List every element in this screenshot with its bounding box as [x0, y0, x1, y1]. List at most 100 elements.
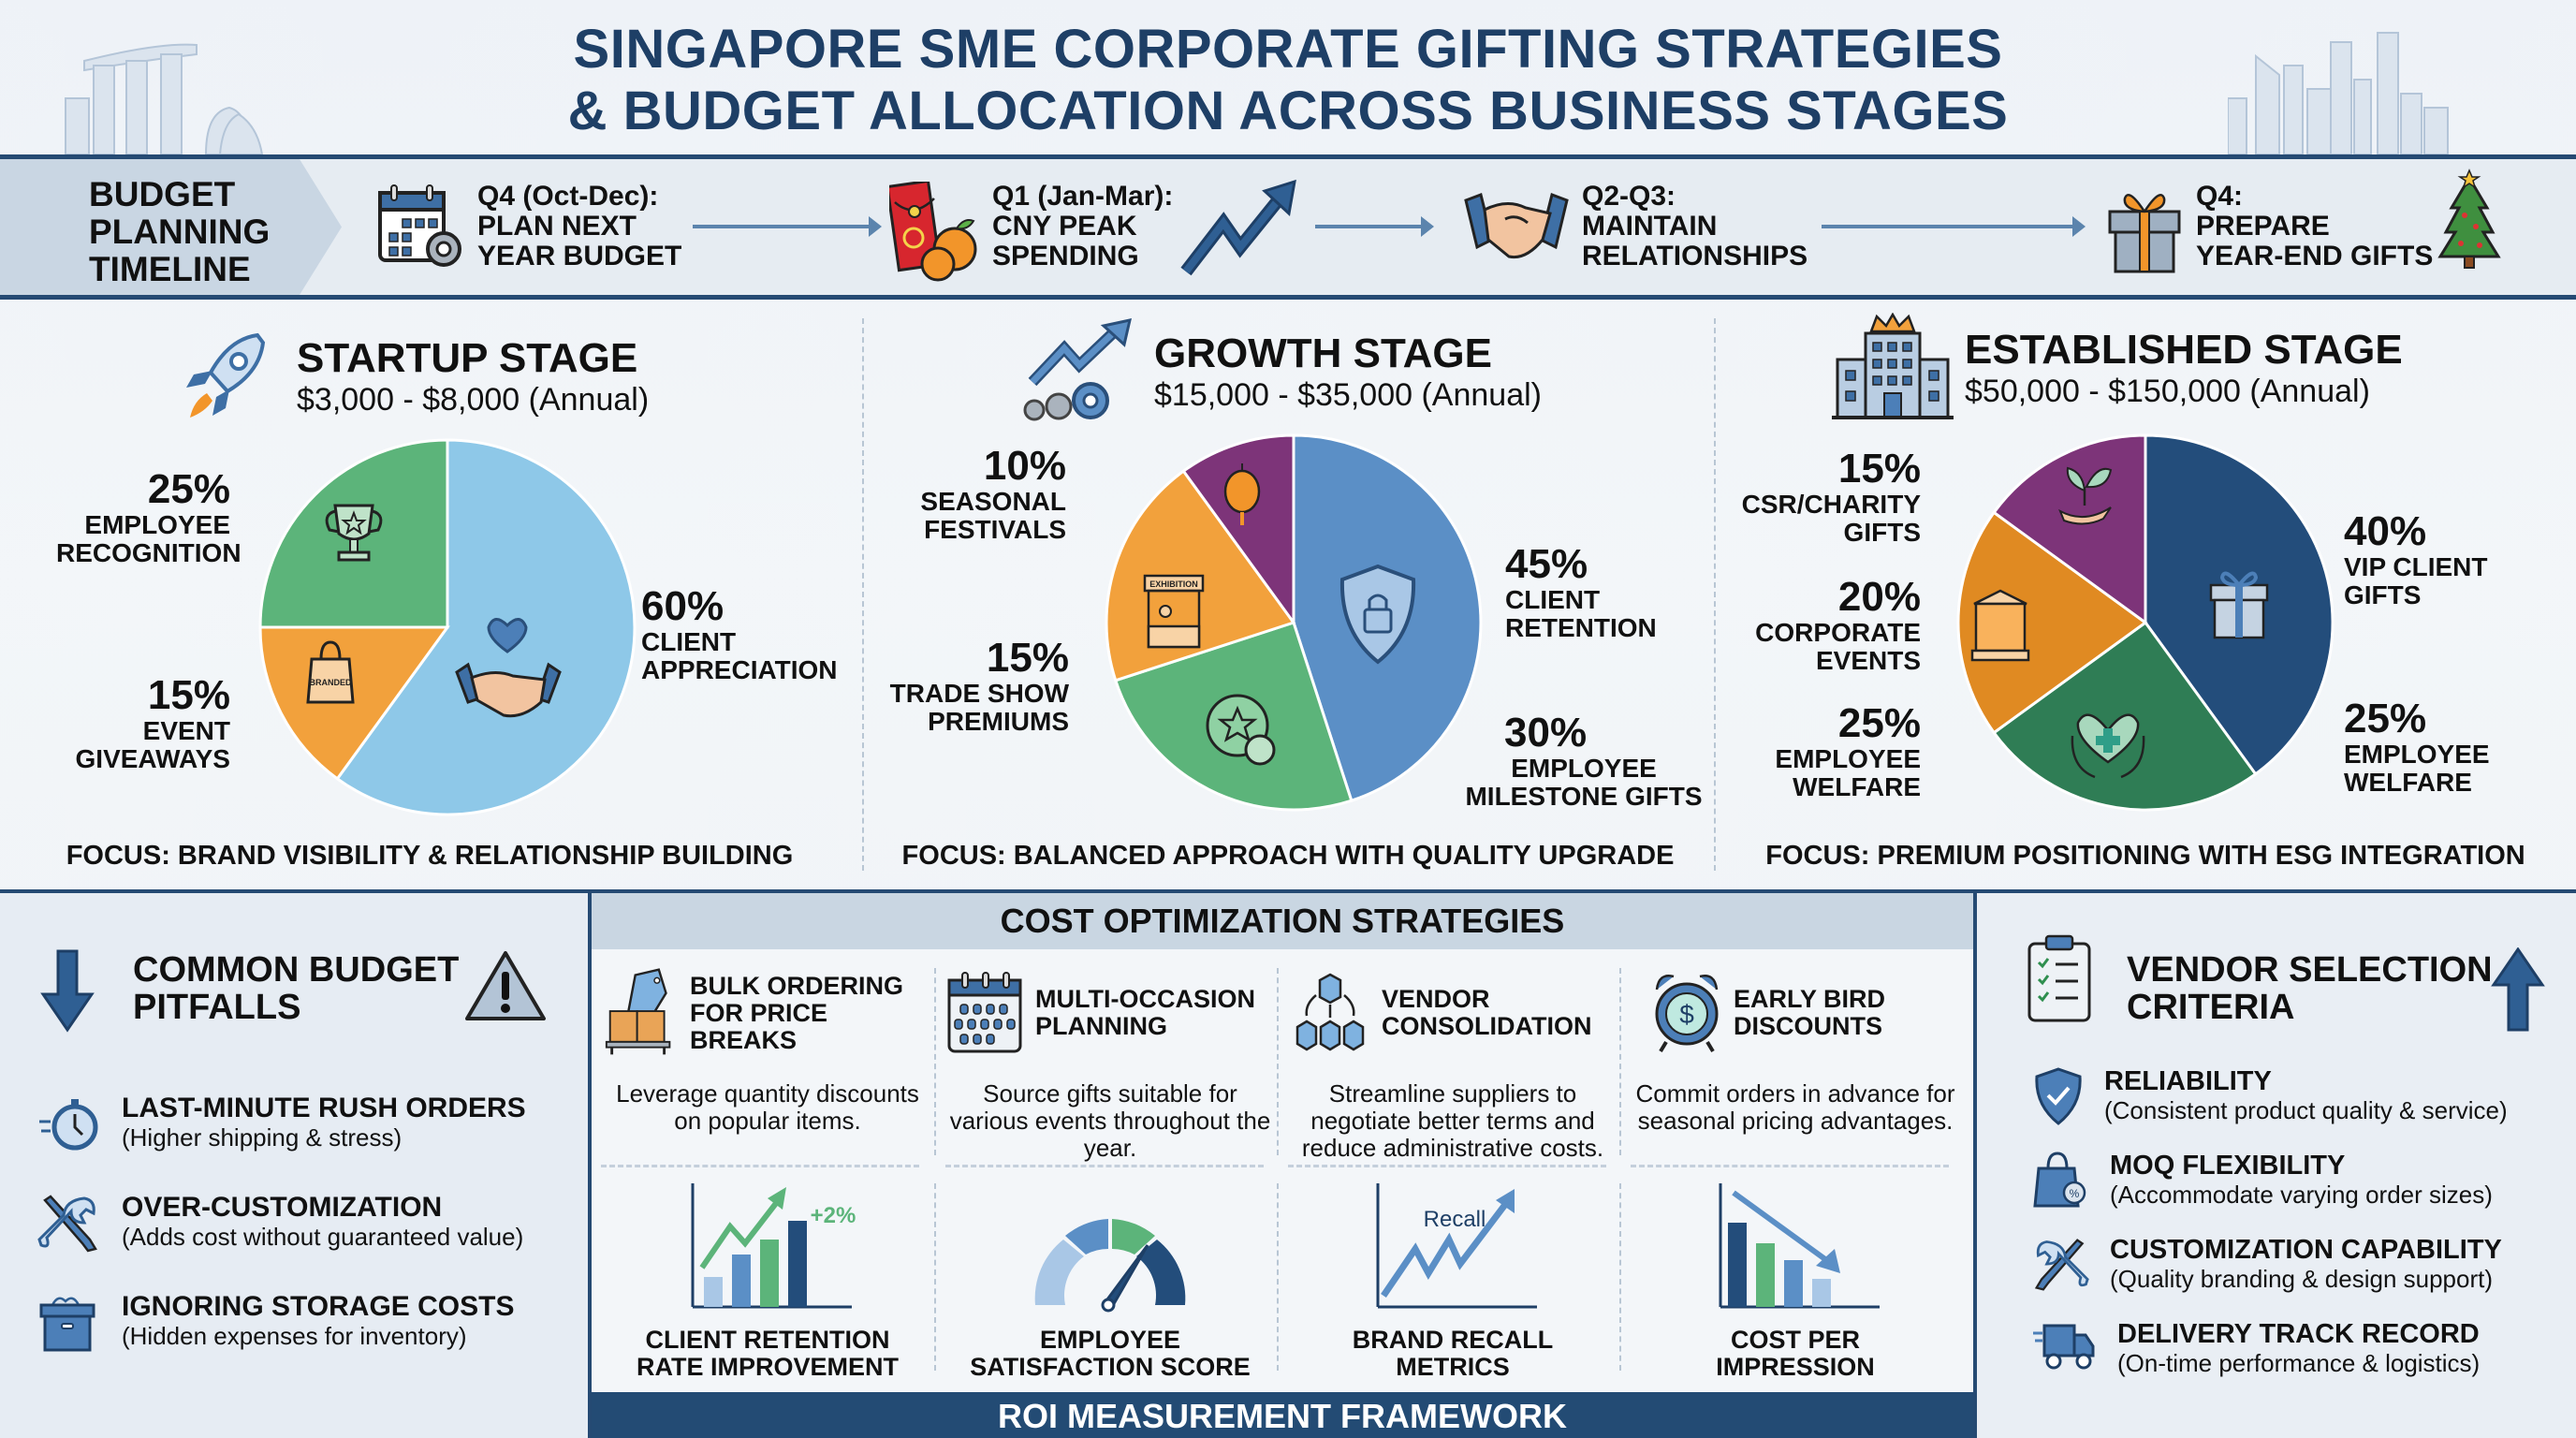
shopping-bag-icon: %	[2033, 1152, 2086, 1208]
exhibition-booth-icon: EXHIBITION	[1143, 574, 1205, 649]
segment-label: EMPLOYEE	[1511, 754, 1657, 783]
row-divider	[1288, 1165, 1606, 1167]
segment-label: WELFARE	[2344, 768, 2472, 797]
pie-slice-seasonal-festivals	[1181, 433, 1295, 627]
roi-framework-title: ROI MEASUREMENT FRAMEWORK	[592, 1392, 1973, 1438]
strategy-title: PLANNING	[1035, 1012, 1167, 1040]
timeline-step-text: CNY PEAK	[992, 211, 1137, 242]
label-employee-recognition: 25% EMPLOYEE RECOGNITION	[56, 466, 242, 567]
segment-percent: 15%	[1837, 446, 1921, 492]
label-vip-client-gifts: 40% VIP CLIENT GIFTS	[2344, 510, 2488, 609]
roi-metric-label: METRICS	[1396, 1353, 1510, 1381]
pitfall-item: LAST-MINUTE RUSH ORDERS (Higher shipping…	[37, 1093, 526, 1155]
gauge-icon	[1034, 1219, 1186, 1313]
stage-focus: FOCUS: PREMIUM POSITIONING WITH ESG INTE…	[1765, 841, 2525, 871]
roi-metric-label: RATE IMPROVEMENT	[636, 1353, 899, 1381]
segment-label: CLIENT	[1505, 585, 1601, 614]
calendar-gear-icon	[378, 184, 461, 267]
vendor-selection-panel: VENDOR SELECTION CRITERIA RELIABILITY (C…	[1977, 893, 2576, 1438]
timeline-step-period: Q4 (Oct-Dec):	[477, 181, 659, 212]
timeline-step-text: MAINTAIN	[1582, 211, 1718, 242]
strategy-title: DISCOUNTS	[1734, 1012, 1883, 1040]
label-corporate-events: 20% CORPORATE EVENTS	[1715, 576, 1921, 675]
strategy-multi-occasion: MULTI-OCCASION PLANNING Source gifts sui…	[945, 966, 1275, 1162]
timeline-arrow	[1315, 216, 1434, 237]
column-divider	[1277, 968, 1279, 1155]
vendor-criterion-description: (On-time performance & logistics)	[2117, 1349, 2481, 1377]
label-csr-charity: 15% CSR/CHARITY GIFTS	[1715, 448, 1921, 547]
timeline-step-period: Q2-Q3:	[1582, 181, 1676, 212]
segment-label: SEASONAL	[920, 487, 1066, 516]
retention-annotation: +2%	[811, 1203, 856, 1228]
pitfall-description: (Hidden expenses for inventory)	[122, 1322, 467, 1350]
segment-percent: 25%	[147, 466, 230, 512]
branded-bag-icon: BRANDED	[306, 640, 355, 704]
timeline-step-text: SPENDING	[992, 241, 1139, 271]
segment-label: EMPLOYEE	[84, 510, 230, 539]
pitfall-item: IGNORING STORAGE COSTS (Hidden expenses …	[37, 1292, 515, 1354]
header: SINGAPORE SME CORPORATE GIFTING STRATEGI…	[0, 0, 2576, 154]
svg-text:BRANDED: BRANDED	[310, 678, 353, 687]
timeline-arrow	[693, 216, 882, 237]
pitfall-description: (Higher shipping & stress)	[122, 1123, 402, 1152]
cost-optimization-roi-panel: COST OPTIMIZATION STRATEGIES BULK ORDERI…	[588, 893, 1977, 1438]
strategy-title: EARLY BIRD	[1734, 985, 1886, 1013]
established-stage-panel: ESTABLISHED STAGE $50,000 - $150,000 (An…	[1715, 300, 2576, 889]
svg-text:$: $	[1679, 1000, 1694, 1029]
pitfall-title: LAST-MINUTE RUSH ORDERS	[122, 1093, 526, 1123]
shield-check-icon	[2035, 1067, 2082, 1125]
vendor-title: VENDOR SELECTION CRITERIA	[2127, 951, 2493, 1026]
segment-percent: 60%	[641, 583, 724, 629]
tools-icon	[2034, 1239, 2089, 1291]
vendor-criterion: DELIVERY TRACK RECORD (On-time performan…	[2033, 1320, 2480, 1377]
label-client-retention: 45% CLIENT RETENTION	[1505, 543, 1657, 642]
timeline-step-q1-cny: Q1 (Jan-Mar): CNY PEAK SPENDING	[889, 179, 1300, 285]
column-divider	[934, 1183, 936, 1371]
stage-focus: FOCUS: BALANCED APPROACH WITH QUALITY UP…	[901, 841, 1675, 871]
pitfall-title: OVER-CUSTOMIZATION	[122, 1192, 443, 1223]
segment-label: EVENTS	[1815, 646, 1921, 675]
marina-bay-sands-skyline-icon	[65, 43, 264, 154]
stage-divider	[1714, 318, 1716, 871]
page-title: SINGAPORE SME CORPORATE GIFTING STRATEGI…	[0, 19, 2576, 142]
vendor-criterion-title: CUSTOMIZATION CAPABILITY	[2110, 1235, 2502, 1265]
strategy-title: VENDOR	[1382, 985, 1490, 1013]
roi-employee-satisfaction: EMPLOYEE SATISFACTION SCORE	[945, 1174, 1275, 1381]
vendor-criterion-description: (Accommodate varying order sizes)	[2110, 1181, 2493, 1209]
handshake-heart-icon	[455, 618, 562, 718]
timeline-label: BUDGET PLANNING TIMELINE	[89, 176, 270, 288]
vendor-criterion-title: DELIVERY TRACK RECORD	[2117, 1319, 2480, 1349]
timeline-arrow	[1822, 216, 2086, 237]
vendor-criterion-description: (Consistent product quality & service)	[2104, 1096, 2508, 1124]
segment-percent: 10%	[983, 443, 1066, 489]
pie-slice-csr-charity	[1992, 433, 2147, 625]
roi-metric-label: CLIENT RETENTION	[645, 1326, 890, 1354]
bar-chart-up-icon: +2%	[691, 1183, 856, 1309]
segment-percent: 15%	[986, 635, 1069, 681]
delivery-truck-icon	[2033, 1324, 2095, 1370]
pitfall-item: OVER-CUSTOMIZATION (Adds cost without gu…	[37, 1193, 523, 1255]
strategy-description: Leverage quantity discounts on popular i…	[616, 1079, 919, 1135]
label-employee-welfare: 25% EMPLOYEE WELFARE	[2344, 697, 2490, 797]
segment-label: CSR/CHARITY	[1741, 490, 1921, 519]
growth-pie-chart: EXHIBITION	[1105, 433, 1483, 812]
recall-annotation: Recall	[1424, 1207, 1486, 1232]
segment-label: MILESTONE GIFTS	[1465, 782, 1703, 811]
warning-triangle-icon	[465, 951, 546, 1020]
strategy-title: FOR PRICE BREAKS	[689, 998, 827, 1054]
label-employee-welfare-left: 25% EMPLOYEE WELFARE	[1715, 702, 1921, 801]
cubes-consolidate-icon	[1295, 973, 1365, 1051]
segment-label: EMPLOYEE	[2344, 740, 2490, 769]
strategy-vendor-consolidation: VENDOR CONSOLIDATION Streamline supplier…	[1288, 966, 1617, 1162]
shield-lock-icon	[1339, 564, 1416, 665]
christmas-tree-icon	[2437, 169, 2502, 269]
row-divider	[601, 1165, 919, 1167]
startup-stage-panel: STARTUP STAGE $3,000 - $8,000 (Annual) B…	[0, 300, 859, 889]
vendor-criterion: RELIABILITY (Consistent product quality …	[2033, 1067, 2508, 1125]
bar-chart-down-icon	[1719, 1183, 1880, 1309]
strategy-bulk-ordering: BULK ORDERING FOR PRICE BREAKS Leverage …	[603, 966, 932, 1135]
segment-percent: 45%	[1505, 541, 1588, 587]
stopwatch-icon	[39, 1099, 98, 1151]
vendor-criterion-title: RELIABILITY	[2104, 1066, 2272, 1096]
stage-title: GROWTH STAGE	[1154, 330, 1492, 376]
